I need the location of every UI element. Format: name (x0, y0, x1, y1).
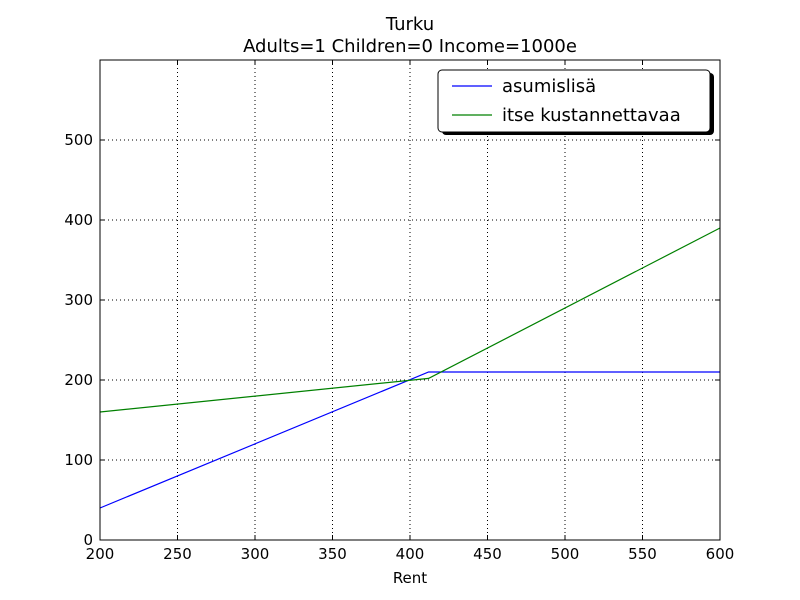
x-tick-label: 250 (163, 545, 192, 563)
x-tick-label: 550 (628, 545, 657, 563)
x-tick-label: 400 (396, 545, 425, 563)
x-tick-label: 350 (318, 545, 347, 563)
grid-lines (100, 60, 720, 540)
y-tick-label: 300 (64, 291, 93, 309)
legend: asumislisä itse kustannettavaa (437, 69, 714, 135)
legend-label-itse-kustannettavaa: itse kustannettavaa (502, 105, 681, 126)
x-tick-label: 200 (86, 545, 115, 563)
series-line-1 (99, 227, 721, 413)
x-tick-label: 300 (241, 545, 270, 563)
x-tick-label: 600 (706, 545, 735, 563)
series-line-0 (99, 371, 720, 509)
y-tick-label: 100 (64, 451, 93, 469)
x-axis-label: Rent (393, 569, 427, 587)
x-tick-label: 500 (551, 545, 580, 563)
y-tick-label: 400 (64, 211, 93, 229)
series-lines (99, 227, 721, 509)
y-tick-label: 0 (83, 531, 93, 549)
y-tick-label: 500 (64, 131, 93, 149)
legend-box (437, 69, 711, 133)
chart-subtitle: Adults=1 Children=0 Income=1000e (243, 36, 577, 57)
y-tick-label: 200 (64, 371, 93, 389)
chart-title: Turku (385, 14, 434, 35)
x-tick-label: 450 (473, 545, 502, 563)
axis-ticks: 200 250 300 350 400 450 500 550 600 0 100 200 300 400… (64, 60, 734, 563)
legend-label-asumislisa: asumislisä (502, 76, 596, 97)
